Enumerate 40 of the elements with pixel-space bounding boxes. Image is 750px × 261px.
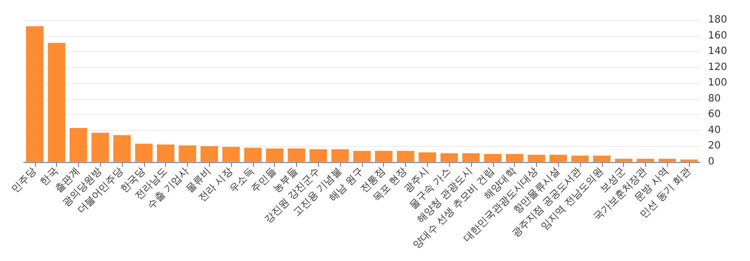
bar [135,144,153,162]
bar [614,158,632,162]
bar [178,145,196,162]
bar [593,156,611,162]
bar [266,148,284,162]
bar [506,154,524,162]
bar [528,154,546,162]
bar [222,146,240,162]
bar [48,42,66,162]
bar [156,144,174,162]
bar [200,146,218,162]
bar [484,154,502,162]
bar [26,26,44,162]
bar [288,148,306,162]
y-tick-label: 140 [708,46,728,58]
bar [418,152,436,162]
bar [571,156,589,162]
bar [244,148,262,162]
y-tick-label: 60 [708,109,721,120]
bar [113,135,131,162]
bar [91,132,109,162]
y-tick-label: 180 [708,14,728,26]
y-tick-label: 120 [708,62,728,73]
bar [331,149,349,162]
y-tick-label: 0 [708,156,714,168]
y-tick-label: 20 [708,140,721,152]
y-tick-label: 80 [708,93,721,104]
bar [440,153,458,162]
y-tick-label: 40 [708,124,721,136]
bar [462,153,480,162]
bar [658,158,676,162]
y-tick-label: 100 [708,78,728,89]
bar [353,150,371,162]
bar [70,128,88,162]
bar [375,150,392,162]
bar [396,150,414,162]
bar [550,154,567,162]
bar [636,158,654,162]
bar [310,149,328,162]
y-tick-label: 160 [708,30,728,42]
